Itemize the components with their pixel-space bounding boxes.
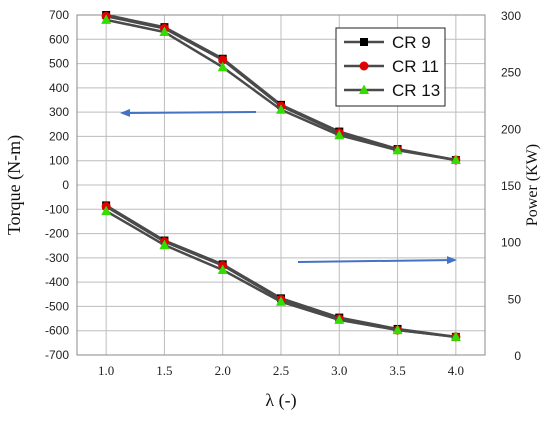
y-tick-label-right: 250 <box>501 66 521 80</box>
legend-entry: CR 11 <box>344 57 439 76</box>
torque-series-point <box>276 104 286 114</box>
y-tick-label-left: -500 <box>45 299 69 313</box>
y-tick-label-right: 150 <box>501 179 521 193</box>
plot-frame <box>76 14 486 356</box>
y-tick-label-left: 100 <box>49 154 69 168</box>
legend-marker <box>359 61 369 71</box>
left-axis-ticks: -700 -600 -500 -400 -300 -200 -100 0 100 200 300 40… <box>45 8 69 362</box>
power-series-point <box>392 324 403 335</box>
power-series-cr-13 <box>101 205 461 341</box>
x-tick-label: 3.5 <box>389 363 405 378</box>
torque-series-point <box>218 55 228 65</box>
y-tick-label-left: 200 <box>49 129 69 143</box>
legend-entry: CR 13 <box>344 81 440 100</box>
arrow-right-to-power-axis <box>297 256 457 265</box>
y-tick-label-left: -600 <box>45 324 69 338</box>
legend-marker <box>359 84 369 94</box>
legend-marker <box>360 38 368 46</box>
power-series-point <box>334 314 345 324</box>
torque-series-point <box>334 129 345 140</box>
legend-label: CR 11 <box>392 57 439 76</box>
y-tick-label-left: 500 <box>49 57 69 71</box>
y-tick-label-left: -200 <box>45 227 69 241</box>
legend-label: CR 9 <box>392 33 431 52</box>
y-tick-label-right: 0 <box>514 349 521 363</box>
x-tick-label: 1.0 <box>98 363 114 378</box>
y-axis-label-right: Power (KW) <box>524 144 541 226</box>
x-tick-label: 1.5 <box>156 363 172 378</box>
x-axis-label: λ (-) <box>265 390 296 411</box>
torque-series-point <box>159 26 170 36</box>
annotation-layer <box>120 108 457 265</box>
y-tick-label-left: 400 <box>49 81 69 95</box>
y-tick-label-right: 50 <box>508 292 522 306</box>
torque-series-point <box>217 61 228 72</box>
right-axis-ticks: 0 50 100 150 200 250 300 <box>501 9 521 363</box>
y-axis-label-left: Torque (N-m) <box>4 135 25 235</box>
y-tick-label-left: -700 <box>45 348 69 362</box>
power-series-point <box>217 264 228 274</box>
x-tick-label: 4.0 <box>448 363 464 378</box>
power-series-point <box>276 296 286 306</box>
series-layer <box>101 11 461 342</box>
torque-series-cr-13 <box>101 14 461 164</box>
y-tick-label-left: -100 <box>45 202 69 216</box>
x-tick-label: 3.0 <box>331 363 347 378</box>
y-tick-label-left: 300 <box>49 105 69 119</box>
y-tick-label-right: 100 <box>501 236 521 250</box>
legend-label: CR 13 <box>392 81 440 100</box>
legend: CR 9 CR 11 CR 13 <box>335 27 446 107</box>
torque-series-point <box>101 14 112 24</box>
legend-entry: CR 9 <box>344 33 431 52</box>
power-series-point <box>450 331 461 341</box>
torque-series-point <box>450 154 461 164</box>
y-tick-label-right: 300 <box>501 9 521 23</box>
power-series-point <box>101 205 112 216</box>
power-series-point <box>159 239 170 250</box>
y-tick-label-right: 200 <box>501 122 521 136</box>
arrow-left-to-torque-axis <box>120 108 257 117</box>
y-tick-label-left: 600 <box>49 32 69 46</box>
y-tick-label-left: 0 <box>62 178 69 192</box>
y-tick-label-left: -300 <box>45 251 69 265</box>
x-tick-label: 2.5 <box>273 363 289 378</box>
y-tick-label-left: 700 <box>49 8 69 22</box>
torque-series-point <box>392 144 403 155</box>
x-axis-ticks: 1.0 1.5 2.0 2.5 3.0 3.5 4.0 <box>98 363 464 378</box>
y-tick-label-left: -400 <box>45 275 69 289</box>
x-tick-label: 2.0 <box>215 363 231 378</box>
